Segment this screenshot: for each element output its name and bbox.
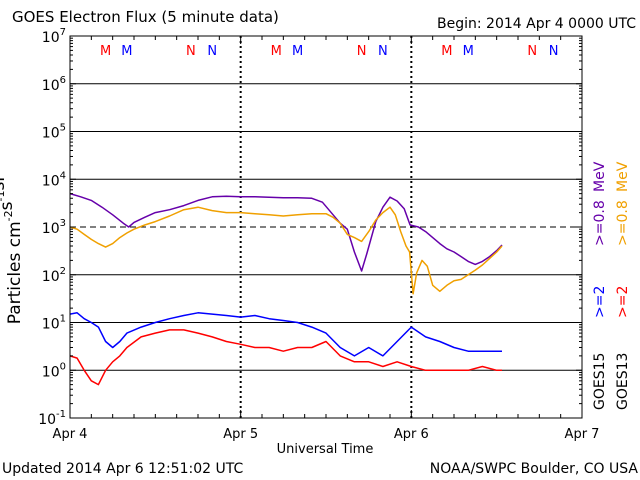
marker-n-red: N [186,44,196,59]
chart-title: GOES Electron Flux (5 minute data) [12,8,279,26]
legend-unit-goes13: MeV [615,161,631,192]
plot-frame [69,35,583,419]
series-layer [69,192,503,386]
x-tick-label: Apr 6 [394,427,429,442]
legend-goes13-08mev: >=0.8 [615,200,631,246]
x-tick-label: Apr 5 [223,427,258,442]
x-tick-label: Apr 4 [53,427,88,442]
legend-goes15-08mev-text: >=0.8 [592,200,608,246]
y-tick-label: 106 [42,75,66,94]
marker-m-red: M [271,44,282,59]
x-tick-label: Apr 7 [565,427,600,442]
x-axis-label: Universal Time [277,442,374,457]
legend-goes15-text: GOES15 [592,353,608,410]
marker-n-blue: N [549,44,559,59]
y-tick-label: 107 [42,27,66,46]
gridlines [70,36,582,418]
legend-goes15: GOES15 [592,353,608,410]
legend-goes15-2mev: >=2 [592,286,608,318]
marker-m-red: M [441,44,452,59]
y-tick-label: 104 [42,170,66,189]
y-tick-label: 105 [42,123,66,142]
series-goes13-orange [69,206,503,295]
y-tick-label: 103 [42,218,66,237]
marker-n-red: N [527,44,537,59]
legend-goes13-text: GOES13 [615,353,631,410]
updated-timestamp: Updated 2014 Apr 6 12:51:02 UTC [2,461,243,477]
series-goes15-blue [69,312,502,357]
y-tick-label: 10-1 [38,409,66,428]
legend-unit-goes15-text: MeV [592,161,608,192]
legend: GOES15 GOES13 >=2 >=2 >=0.8 >=0.8 MeV MeV [592,161,631,410]
y-tick-label: 100 [42,361,66,380]
legend-goes15-2mev-text: >=2 [592,286,608,318]
marker-m-blue: M [292,44,303,59]
y-tick-label: 101 [42,314,66,333]
legend-goes13-2mev-text: >=2 [615,286,631,318]
y-tick-label: 102 [42,266,66,285]
marker-m-blue: M [121,44,132,59]
marker-n-red: N [357,44,367,59]
series-goes13-red [69,329,502,386]
marker-n-blue: N [207,44,217,59]
marker-m-red: M [100,44,111,59]
legend-goes13-2mev: >=2 [615,286,631,318]
begin-label: Begin: 2014 Apr 4 0000 UTC [437,16,636,32]
marker-m-blue: M [463,44,474,59]
legend-unit-goes13-text: MeV [615,161,631,192]
credit-text: NOAA/SWPC Boulder, CO USA [430,461,639,477]
legend-goes15-08mev: >=0.8 [592,200,608,246]
legend-unit-goes15: MeV [592,161,608,192]
legend-goes13: GOES13 [615,353,631,410]
legend-goes13-08mev-text: >=0.8 [615,200,631,246]
y-axis-label: Particles cm-2s-1sr-1 [0,164,25,325]
y-axis-label-text: Particles cm-2s-1sr-1 [0,164,25,325]
marker-n-blue: N [378,44,388,59]
